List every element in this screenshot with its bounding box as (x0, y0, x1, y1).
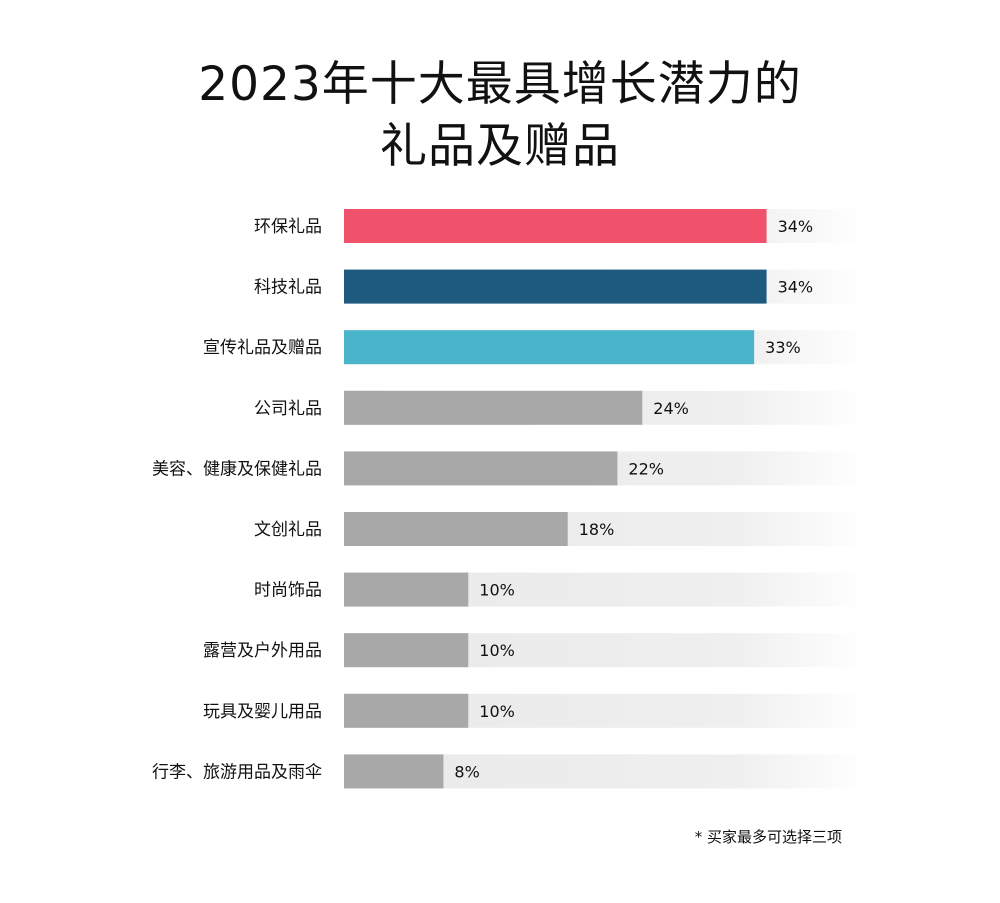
value-label: 8% (454, 762, 479, 781)
bar (344, 693, 469, 728)
category-label: 公司礼品 (254, 399, 322, 419)
chart-title-line2: 礼品及赠品 (380, 119, 620, 174)
value-label: 22% (628, 459, 664, 478)
bar (344, 451, 618, 486)
value-label: 10% (479, 702, 515, 721)
category-label: 文创礼品 (254, 520, 322, 540)
bar (344, 269, 767, 304)
bar (344, 572, 469, 607)
bar (344, 390, 643, 425)
category-label: 行李、旅游用品及雨伞 (152, 762, 322, 782)
chart-title: 2023年十大最具增长潜力的 礼品及赠品 (0, 54, 1000, 178)
category-label: 美容、健康及保健礼品 (152, 459, 322, 479)
bar (344, 633, 469, 668)
category-label: 玩具及婴儿用品 (203, 702, 322, 722)
category-label: 环保礼品 (254, 217, 322, 237)
value-label: 34% (778, 217, 814, 236)
category-label: 时尚饰品 (254, 581, 322, 601)
bar (344, 512, 568, 546)
footnote: * 买家最多可选择三项 (694, 828, 842, 846)
bar (344, 330, 755, 365)
category-label: 科技礼品 (254, 278, 322, 298)
chart-title-line1: 2023年十大最具增长潜力的 (198, 57, 802, 112)
value-label: 10% (479, 581, 515, 600)
value-label: 18% (579, 520, 615, 539)
bar (344, 209, 767, 243)
value-label: 34% (778, 278, 814, 297)
bar (344, 754, 444, 789)
value-label: 33% (765, 338, 801, 357)
value-label: 10% (479, 641, 515, 660)
category-label: 露营及户外用品 (203, 641, 322, 661)
category-label: 宣传礼品及赠品 (203, 338, 322, 358)
value-label: 24% (653, 399, 689, 418)
